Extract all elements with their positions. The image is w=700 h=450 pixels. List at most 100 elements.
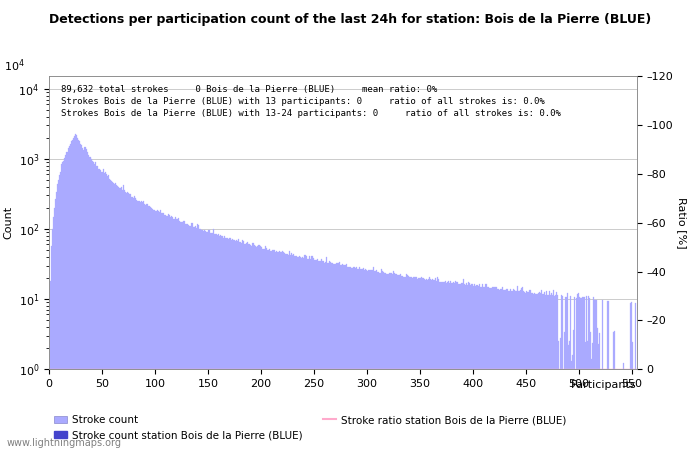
Bar xyxy=(597,328,598,450)
Bar xyxy=(131,197,132,450)
Bar xyxy=(59,175,60,450)
Bar xyxy=(394,273,395,450)
Bar xyxy=(455,281,456,450)
Bar xyxy=(306,256,307,450)
Bar xyxy=(137,201,139,450)
Bar xyxy=(183,221,184,450)
Bar xyxy=(269,249,270,450)
Bar xyxy=(526,291,527,450)
Bar xyxy=(413,277,414,450)
Bar xyxy=(540,293,541,450)
Bar xyxy=(411,277,412,450)
Bar xyxy=(353,267,354,450)
Bar xyxy=(235,241,236,450)
Bar xyxy=(431,280,432,450)
Bar xyxy=(253,243,254,450)
Bar xyxy=(64,158,65,450)
Bar xyxy=(149,206,150,450)
Bar xyxy=(268,250,269,450)
Bar xyxy=(102,169,104,450)
Bar xyxy=(430,279,431,450)
Bar xyxy=(71,141,72,450)
Bar xyxy=(93,162,94,450)
Bar xyxy=(166,216,167,450)
Bar xyxy=(70,144,71,450)
Bar xyxy=(365,269,366,450)
Bar xyxy=(322,261,323,450)
Bar xyxy=(427,280,428,450)
Bar xyxy=(403,276,405,450)
Bar xyxy=(148,206,149,450)
Bar xyxy=(361,270,362,450)
Bar xyxy=(69,146,70,450)
Bar xyxy=(167,216,168,450)
Bar xyxy=(354,267,355,450)
Bar xyxy=(436,281,438,450)
Bar xyxy=(434,280,435,450)
Bar xyxy=(292,255,293,450)
Bar xyxy=(542,294,543,450)
Bar xyxy=(163,213,164,450)
Bar xyxy=(127,192,128,450)
Bar xyxy=(601,300,603,450)
Bar xyxy=(599,333,601,450)
Bar xyxy=(275,252,276,450)
Bar xyxy=(537,294,538,450)
Bar xyxy=(586,296,587,450)
Bar xyxy=(380,273,381,450)
Bar xyxy=(357,269,358,450)
Bar xyxy=(62,162,63,450)
Bar xyxy=(157,210,158,450)
Bar xyxy=(631,302,632,450)
Bar xyxy=(237,241,238,450)
Bar xyxy=(222,236,223,450)
Bar xyxy=(477,287,479,450)
Bar xyxy=(266,248,267,450)
Bar xyxy=(528,292,529,450)
Bar xyxy=(133,198,134,450)
Bar xyxy=(79,141,81,450)
Bar xyxy=(356,267,357,450)
Bar xyxy=(233,240,234,450)
Bar xyxy=(124,189,125,450)
Bar xyxy=(77,139,78,450)
Bar xyxy=(558,341,559,450)
Bar xyxy=(159,212,160,450)
Bar xyxy=(572,355,573,450)
Bar xyxy=(83,149,85,450)
Bar xyxy=(470,285,471,450)
Bar xyxy=(178,221,180,450)
Bar xyxy=(300,258,302,450)
Y-axis label: Ratio [%]: Ratio [%] xyxy=(678,197,687,248)
Bar xyxy=(201,230,202,450)
Bar xyxy=(607,301,608,450)
Bar xyxy=(287,254,288,450)
Bar xyxy=(151,208,153,450)
Bar xyxy=(145,205,146,450)
Bar xyxy=(623,363,624,450)
Bar xyxy=(188,225,190,450)
Bar xyxy=(323,261,324,450)
Bar xyxy=(146,204,147,450)
Bar xyxy=(283,252,284,450)
Bar xyxy=(203,231,204,450)
Bar xyxy=(459,284,461,450)
Bar xyxy=(305,255,306,450)
Bar xyxy=(281,251,283,450)
Bar xyxy=(199,229,200,450)
Bar xyxy=(510,289,512,450)
Bar xyxy=(180,222,181,450)
Bar xyxy=(293,254,294,450)
Bar xyxy=(314,260,316,450)
Bar xyxy=(538,293,539,450)
Bar xyxy=(489,288,490,450)
Bar xyxy=(494,287,496,450)
Bar xyxy=(195,226,196,450)
Bar xyxy=(573,330,574,450)
Bar xyxy=(225,238,227,450)
Bar xyxy=(608,301,609,450)
Bar xyxy=(423,278,424,450)
Bar xyxy=(553,290,554,450)
Bar xyxy=(592,343,593,450)
Bar xyxy=(81,145,83,450)
